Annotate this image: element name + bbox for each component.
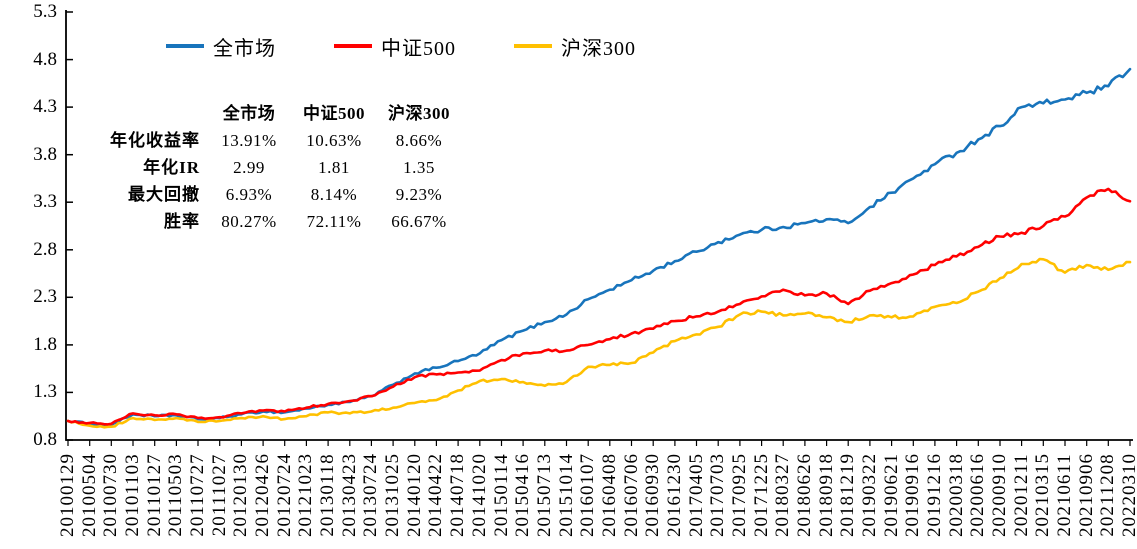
stats-value: 8.14% bbox=[310, 185, 358, 204]
y-axis-label: 4.3 bbox=[33, 96, 57, 117]
y-axis-label: 1.3 bbox=[33, 381, 57, 402]
x-axis-label: 20161230 bbox=[663, 453, 685, 537]
x-axis-label: 20120724 bbox=[273, 453, 295, 537]
y-axis-label: 0.8 bbox=[33, 429, 57, 450]
x-axis-label: 20121023 bbox=[295, 453, 317, 537]
stats-row-label: 胜率 bbox=[164, 212, 200, 231]
x-axis-label: 20210315 bbox=[1032, 453, 1054, 537]
x-axis-label: 20110727 bbox=[187, 453, 208, 537]
x-axis-label: 20120426 bbox=[252, 453, 274, 537]
x-axis-label: 20180918 bbox=[815, 453, 837, 537]
stats-row-label: 年化IR bbox=[143, 158, 200, 177]
x-axis-label: 20140120 bbox=[403, 453, 425, 537]
x-axis-label: 20160706 bbox=[620, 453, 642, 537]
y-axis-label: 5.3 bbox=[33, 1, 57, 22]
x-axis-label: 20111027 bbox=[208, 453, 230, 537]
x-axis-label: 20130423 bbox=[338, 453, 360, 537]
y-axis-label: 4.8 bbox=[33, 49, 57, 70]
x-axis-label: 20180626 bbox=[793, 453, 815, 537]
stats-value: 6.93% bbox=[225, 185, 273, 204]
x-axis-label: 20190916 bbox=[902, 453, 924, 537]
x-axis-label: 20100129 bbox=[57, 453, 78, 537]
x-axis-label: 20200318 bbox=[945, 453, 967, 537]
stats-column-header: 全市场 bbox=[222, 104, 276, 123]
stats-row-label: 年化收益率 bbox=[110, 131, 200, 150]
x-axis-label: 20200616 bbox=[967, 453, 989, 537]
y-axis-label: 2.3 bbox=[33, 286, 57, 307]
stats-column-header: 沪深300 bbox=[388, 104, 450, 123]
stats-value: 1.35 bbox=[403, 158, 435, 177]
x-axis-label: 20150416 bbox=[512, 453, 534, 537]
legend-line-swatch bbox=[166, 44, 204, 48]
stats-value: 72.11% bbox=[306, 212, 362, 231]
x-axis-label: 20220310 bbox=[1119, 453, 1137, 537]
stats-table: 全市场 中证500 沪深300 年化收益率 13.91% 10.63% 8.66% 年化IR 2… bbox=[78, 100, 462, 235]
x-axis-label: 20160408 bbox=[598, 453, 620, 537]
y-axis-label: 1.8 bbox=[33, 334, 57, 355]
x-axis-label: 20130118 bbox=[317, 453, 339, 537]
x-axis-label: 20130724 bbox=[360, 453, 382, 537]
x-axis-label: 20100504 bbox=[78, 453, 100, 537]
x-axis-label: 20170405 bbox=[685, 453, 707, 537]
legend-line-swatch bbox=[514, 44, 552, 48]
y-axis-label: 3.8 bbox=[33, 144, 57, 165]
y-axis-label: 2.8 bbox=[33, 239, 57, 260]
stats-column-header: 中证500 bbox=[303, 104, 365, 123]
stats-value: 66.67% bbox=[391, 212, 447, 231]
x-axis-label: 20140422 bbox=[425, 453, 447, 537]
x-axis-label: 20150114 bbox=[490, 453, 512, 537]
stats-value: 2.99 bbox=[233, 158, 265, 177]
stats-corner-cell bbox=[78, 100, 206, 127]
stats-value: 1.81 bbox=[318, 158, 350, 177]
x-axis-label: 20191216 bbox=[923, 453, 945, 537]
x-axis-label: 20200910 bbox=[989, 453, 1010, 537]
stats-value: 13.91% bbox=[221, 131, 277, 150]
x-axis-label: 20171225 bbox=[750, 453, 772, 537]
x-axis-label: 20160107 bbox=[577, 453, 599, 537]
x-axis-label: 20110127 bbox=[143, 453, 165, 537]
x-axis-label: 20151014 bbox=[555, 453, 577, 537]
x-axis-label: 20110503 bbox=[165, 453, 187, 537]
x-axis-label: 20181219 bbox=[837, 453, 859, 537]
x-axis-label: 20120130 bbox=[230, 453, 252, 537]
x-axis-label: 20170703 bbox=[707, 453, 729, 537]
x-axis-label: 20160930 bbox=[642, 453, 664, 537]
legend-label: 全市场 bbox=[213, 37, 276, 60]
x-axis-label: 20190322 bbox=[858, 453, 880, 537]
legend: 全市场 中证500 沪深300 bbox=[166, 32, 636, 61]
x-axis-label: 20210611 bbox=[1054, 453, 1075, 537]
series-line-hs300 bbox=[66, 257, 1132, 429]
series-line-csi500 bbox=[66, 187, 1132, 426]
legend-item-csi500: 中证500 bbox=[334, 32, 456, 61]
stats-value: 80.27% bbox=[221, 212, 277, 231]
stats-row-label: 最大回撤 bbox=[128, 185, 200, 204]
stats-value: 9.23% bbox=[395, 185, 443, 204]
x-axis-label: 20141020 bbox=[468, 453, 490, 537]
y-axis-label: 3.3 bbox=[33, 191, 57, 212]
x-axis-label: 20201211 bbox=[1010, 453, 1032, 537]
x-axis-label: 20211208 bbox=[1097, 453, 1119, 537]
x-axis-label: 20170925 bbox=[728, 453, 750, 537]
x-axis-label: 20100730 bbox=[100, 453, 122, 537]
x-axis-label: 20101103 bbox=[122, 453, 143, 537]
legend-item-hs300: 沪深300 bbox=[514, 32, 636, 61]
x-axis-label: 20180327 bbox=[772, 453, 794, 537]
legend-line-swatch bbox=[334, 44, 372, 48]
x-axis-label: 20140718 bbox=[447, 453, 469, 537]
stats-value: 8.66% bbox=[395, 131, 443, 150]
legend-label: 沪深300 bbox=[561, 37, 636, 60]
x-axis-label: 20190621 bbox=[880, 453, 902, 537]
x-axis-label: 20210906 bbox=[1075, 453, 1097, 537]
x-axis-label: 20150713 bbox=[533, 453, 555, 537]
legend-label: 中证500 bbox=[381, 37, 456, 60]
stats-value: 10.63% bbox=[306, 131, 362, 150]
x-axis-label: 20131025 bbox=[382, 453, 404, 537]
legend-item-all-market: 全市场 bbox=[166, 32, 276, 61]
